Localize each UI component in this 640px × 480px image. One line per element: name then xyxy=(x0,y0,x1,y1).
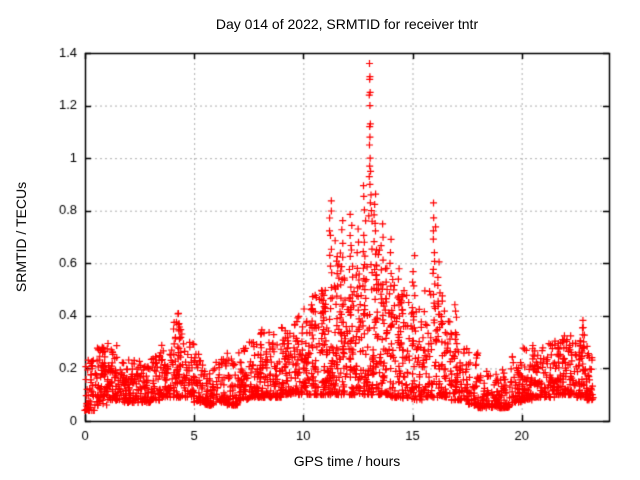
x-axis-label: GPS time / hours xyxy=(293,453,401,469)
chart-title: Day 014 of 2022, SRMTID for receiver tnt… xyxy=(215,16,479,32)
y-axis-label: SRMTID / TECUs xyxy=(13,181,29,293)
